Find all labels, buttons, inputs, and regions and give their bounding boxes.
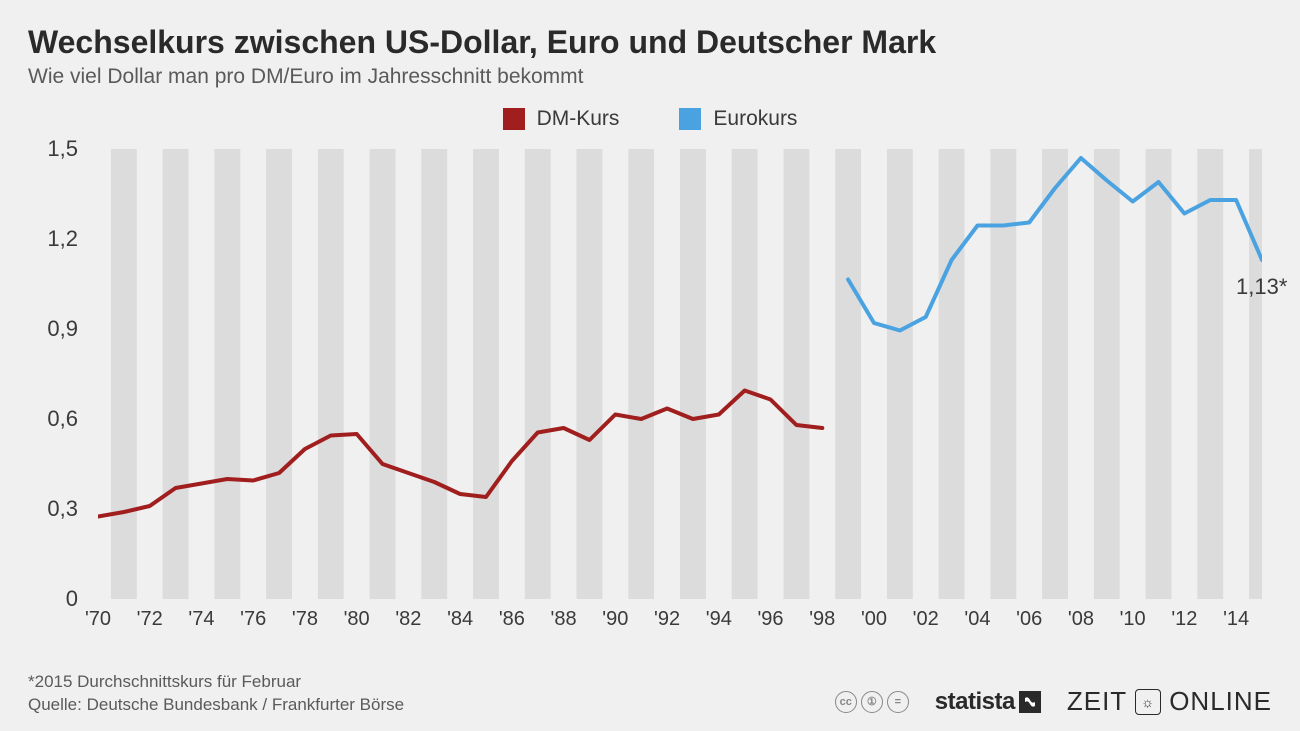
footer: *2015 Durchschnittskurs für Februar Quel… bbox=[28, 671, 1272, 717]
chart-container: Wechselkurs zwischen US-Dollar, Euro und… bbox=[0, 0, 1300, 731]
x-tick-label: '06 bbox=[1016, 608, 1042, 631]
statista-icon bbox=[1019, 691, 1041, 713]
legend: DM-Kurs Eurokurs bbox=[28, 107, 1272, 131]
x-tick-label: '96 bbox=[757, 608, 783, 631]
x-tick-label: '12 bbox=[1171, 608, 1197, 631]
y-tick-label: 1,5 bbox=[28, 136, 78, 162]
x-tick-label: '90 bbox=[602, 608, 628, 631]
x-tick-label: '08 bbox=[1068, 608, 1094, 631]
x-tick-label: '10 bbox=[1120, 608, 1146, 631]
legend-item-dm: DM-Kurs bbox=[503, 107, 620, 131]
x-tick-label: '82 bbox=[395, 608, 421, 631]
zeit-crest-icon: ☼ bbox=[1135, 689, 1161, 715]
brand-zeit-text: ZEIT bbox=[1067, 686, 1127, 717]
y-tick-label: 0,6 bbox=[28, 406, 78, 432]
cc-icon: cc bbox=[835, 691, 857, 713]
brand-statista-text: statista bbox=[935, 688, 1015, 716]
x-tick-label: '04 bbox=[964, 608, 990, 631]
x-tick-label: '88 bbox=[551, 608, 577, 631]
x-tick-label: '92 bbox=[654, 608, 680, 631]
legend-swatch-dm bbox=[503, 108, 525, 130]
by-icon: ① bbox=[861, 691, 883, 713]
x-tick-label: '14 bbox=[1223, 608, 1249, 631]
x-tick-label: '00 bbox=[861, 608, 887, 631]
nd-icon: = bbox=[887, 691, 909, 713]
y-tick-label: 0,3 bbox=[28, 496, 78, 522]
x-tick-label: '02 bbox=[913, 608, 939, 631]
x-tick-label: '70 bbox=[85, 608, 111, 631]
x-tick-label: '84 bbox=[447, 608, 473, 631]
x-tick-label: '86 bbox=[499, 608, 525, 631]
y-tick-label: 1,2 bbox=[28, 226, 78, 252]
legend-swatch-euro bbox=[679, 108, 701, 130]
x-tick-label: '72 bbox=[137, 608, 163, 631]
footer-notes: *2015 Durchschnittskurs für Februar Quel… bbox=[28, 671, 404, 717]
legend-label-dm: DM-Kurs bbox=[537, 107, 620, 131]
plot-svg bbox=[98, 149, 1262, 599]
y-tick-label: 0,9 bbox=[28, 316, 78, 342]
x-tick-label: '78 bbox=[292, 608, 318, 631]
x-tick-label: '76 bbox=[240, 608, 266, 631]
footer-brands: cc ① = statista ZEIT ☼ ONLINE bbox=[835, 686, 1272, 717]
chart-title: Wechselkurs zwischen US-Dollar, Euro und… bbox=[28, 24, 1272, 61]
x-tick-label: '98 bbox=[809, 608, 835, 631]
callout-label: 1,13* bbox=[1236, 274, 1287, 300]
source: Quelle: Deutsche Bundesbank / Frankfurte… bbox=[28, 694, 404, 717]
chart-area: 1,13* 00,30,60,91,21,5 '70'72'74'76'78'8… bbox=[28, 149, 1272, 629]
legend-item-euro: Eurokurs bbox=[679, 107, 797, 131]
cc-icons: cc ① = bbox=[835, 691, 909, 713]
y-tick-label: 0 bbox=[28, 586, 78, 612]
plot-area: 1,13* bbox=[98, 149, 1262, 599]
x-tick-label: '74 bbox=[188, 608, 214, 631]
legend-label-euro: Eurokurs bbox=[713, 107, 797, 131]
chart-subtitle: Wie viel Dollar man pro DM/Euro im Jahre… bbox=[28, 65, 1272, 89]
brand-zeit-online: ZEIT ☼ ONLINE bbox=[1067, 686, 1272, 717]
footnote: *2015 Durchschnittskurs für Februar bbox=[28, 671, 404, 694]
brand-statista: statista bbox=[935, 688, 1041, 716]
x-tick-label: '80 bbox=[344, 608, 370, 631]
brand-online-text: ONLINE bbox=[1169, 686, 1272, 717]
x-tick-label: '94 bbox=[706, 608, 732, 631]
